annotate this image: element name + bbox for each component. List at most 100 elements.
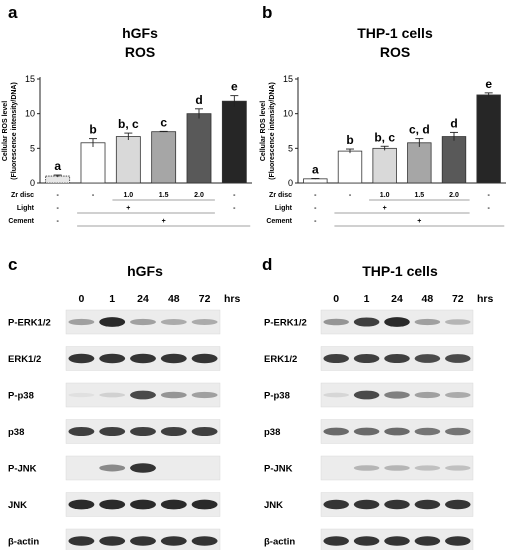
blot-row-label: β-actin	[264, 537, 295, 548]
blot-band	[353, 390, 380, 400]
blot-band	[414, 536, 441, 546]
blot-band	[130, 426, 156, 437]
y-tick-label: 5	[288, 143, 293, 153]
condition-row-label: Zr disc	[269, 192, 292, 199]
blot-band	[445, 536, 471, 546]
blot-band	[160, 499, 187, 510]
blot-row-label: ERK1/2	[8, 354, 41, 365]
blot-band	[68, 499, 95, 510]
y-axis-label: Cellular ROS level (Fluorescence intensit…	[2, 82, 18, 180]
blot-band	[414, 354, 441, 363]
blot-band	[99, 499, 126, 510]
y-axis-label-line: Cellular ROS level	[2, 101, 9, 161]
bar	[337, 150, 363, 184]
blot-band	[445, 354, 471, 363]
time-label: 1	[364, 293, 370, 305]
y-tick-label: 15	[283, 74, 293, 84]
condition-value: +	[417, 218, 421, 225]
chart-a-title-line1: hGFs	[122, 25, 158, 41]
bar	[151, 131, 177, 184]
blot-row-label: JNK	[264, 500, 283, 511]
significance-label: d	[450, 116, 457, 130]
chart-b-title-line1: THP-1 cells	[357, 25, 433, 41]
blot-row-label: P-ERK1/2	[264, 318, 307, 329]
time-unit-label: hrs	[477, 293, 494, 305]
blot-band	[130, 353, 156, 364]
condition-row-label: Cement	[266, 218, 292, 225]
condition-value: 2.0	[449, 192, 459, 199]
y-axis-label-line: (Fluorescence intensity/DNA)	[11, 82, 18, 180]
significance-label: e	[485, 77, 492, 91]
blot-band	[414, 391, 441, 399]
western-blot-d: 0 1 24 48 72 hrs P-ERK1/2 ERK1/2 P-p38 p38 P-JNK JN…	[264, 293, 494, 550]
blot-band	[160, 391, 187, 399]
panel-letter-b: b	[262, 3, 272, 22]
blot-band	[323, 499, 349, 510]
condition-value: -	[56, 205, 59, 212]
blot-band	[99, 426, 126, 437]
significance-label: a	[54, 159, 61, 173]
bar	[80, 142, 106, 184]
condition-value: 1.5	[414, 192, 424, 199]
blot-band	[414, 318, 441, 326]
blot-band	[353, 317, 380, 327]
blot-band	[191, 353, 218, 364]
condition-value: +	[383, 205, 387, 212]
blot-band	[353, 536, 380, 546]
condition-value: 2.0	[194, 192, 204, 199]
y-tick-label: 10	[25, 109, 35, 119]
bar	[407, 142, 432, 184]
blot-row-label: p38	[8, 427, 24, 438]
blot-band	[160, 353, 187, 364]
condition-value: -	[487, 205, 490, 212]
time-label: 0	[333, 293, 339, 305]
blot-row-label: JNK	[8, 500, 27, 511]
blot-band	[353, 499, 380, 510]
condition-value: -	[233, 192, 236, 199]
condition-value: +	[162, 218, 166, 225]
blot-row-label: P-JNK	[264, 464, 293, 475]
y-tick-label: 0	[30, 178, 35, 188]
blot-band	[160, 536, 187, 546]
blot-band	[99, 392, 126, 398]
blot-row-label: β-actin	[8, 537, 39, 548]
time-label: 24	[391, 293, 403, 305]
blot-row-label: P-p38	[8, 391, 34, 402]
significance-label: e	[231, 80, 238, 94]
time-label: 72	[452, 293, 464, 305]
condition-value: -	[314, 192, 317, 199]
time-label: 48	[168, 293, 180, 305]
y-axis-label-line: Cellular ROS level	[260, 101, 267, 161]
blot-band	[353, 427, 380, 436]
condition-value: -	[233, 205, 236, 212]
time-label: 72	[199, 293, 211, 305]
condition-value: -	[56, 218, 59, 225]
time-label: 24	[137, 293, 149, 305]
condition-row-label: Light	[17, 205, 35, 212]
blot-band	[68, 426, 95, 437]
panel-letter-c: c	[8, 255, 17, 274]
blot-band	[191, 426, 218, 437]
y-tick-label: 0	[288, 178, 293, 188]
chart-b-title-line2: ROS	[380, 44, 410, 60]
bar	[372, 147, 397, 184]
blot-band	[160, 319, 187, 325]
blot-band	[191, 391, 218, 399]
condition-value: -	[56, 192, 59, 199]
blot-band	[130, 390, 156, 400]
blot-band	[384, 536, 410, 546]
time-unit-label: hrs	[224, 293, 241, 305]
blot-band	[445, 499, 471, 510]
blot-band	[130, 499, 156, 510]
blot-band	[384, 353, 410, 364]
blot-band	[445, 319, 471, 325]
chart-a-title-line2: ROS	[125, 44, 155, 60]
condition-row-label: Cement	[8, 218, 34, 225]
blot-row-label: p38	[264, 427, 280, 438]
significance-label: b	[346, 133, 353, 147]
blot-band	[353, 465, 380, 471]
time-label: 0	[78, 293, 84, 305]
time-label: 1	[109, 293, 115, 305]
chart-a: Cellular ROS level (Fluorescence intensit…	[2, 74, 252, 227]
